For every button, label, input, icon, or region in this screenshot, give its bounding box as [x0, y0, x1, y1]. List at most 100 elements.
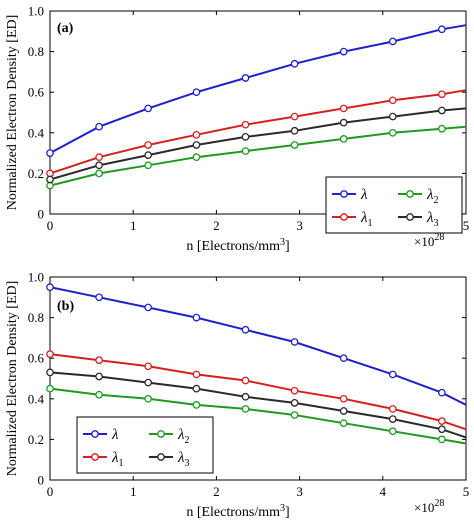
- data-point: [192, 370, 201, 379]
- series-line: [49, 371, 467, 439]
- data-point: [144, 362, 153, 371]
- series-lambda-2: [46, 384, 467, 445]
- data-point: [388, 415, 397, 423]
- x-tick-label: 0: [47, 484, 54, 499]
- series-line: [49, 387, 467, 445]
- legend-swatch-marker: [157, 453, 165, 461]
- data-point: [290, 112, 299, 121]
- data-point: [388, 370, 397, 379]
- series-lambda-3: [46, 106, 467, 184]
- legend-swatch-marker: [157, 430, 165, 438]
- x-tick-label: 3: [296, 218, 303, 233]
- legend-entry: λ2: [149, 427, 190, 446]
- legend-swatch-marker: [406, 213, 414, 221]
- legend-label: λ2: [426, 187, 439, 206]
- data-point: [241, 392, 250, 401]
- data-point: [388, 37, 397, 46]
- y-tick-label: 0: [38, 207, 45, 222]
- data-point: [388, 427, 397, 436]
- data-point: [241, 325, 250, 334]
- x-tick-label: 1: [130, 218, 137, 233]
- data-point: [95, 356, 103, 365]
- y-tick-label: 1.0: [28, 270, 44, 285]
- data-point: [438, 425, 446, 434]
- y-tick-label: 0.6: [28, 85, 45, 100]
- data-point: [46, 175, 54, 184]
- data-point: [144, 104, 153, 113]
- y-tick-label: 0.8: [28, 44, 44, 59]
- x-axis-label: n [Electrons/mm3]: [186, 503, 289, 520]
- data-point: [438, 124, 446, 133]
- y-axis-label: Normalized Electron Density [ED]: [5, 15, 20, 211]
- y-tick-label: 0.2: [28, 166, 44, 181]
- series-line: [49, 89, 467, 175]
- x-multiplier: ×1028: [414, 232, 444, 249]
- data-point: [241, 74, 250, 82]
- series-lambda-1: [46, 89, 467, 178]
- data-point: [339, 135, 348, 143]
- data-point: [339, 47, 348, 56]
- legend-entry: λ2: [398, 187, 439, 206]
- series-lambda-3: [46, 368, 467, 439]
- legend-label: λ2: [177, 427, 190, 446]
- x-tick-label: 3: [296, 484, 303, 499]
- data-point: [438, 417, 446, 425]
- data-point: [95, 293, 103, 302]
- data-point: [438, 90, 446, 99]
- data-point: [192, 130, 201, 139]
- data-point: [388, 128, 397, 137]
- series-line: [49, 353, 467, 431]
- legend-entry: λ3: [149, 450, 190, 469]
- data-point: [192, 313, 201, 322]
- legend-entry: λ: [332, 187, 368, 203]
- legend-box: [76, 416, 214, 474]
- x-tick-label: 1: [130, 484, 137, 499]
- y-axis-label: Normalized Electron Density [ED]: [5, 281, 20, 477]
- series-lambda-2: [46, 124, 467, 190]
- data-point: [339, 118, 348, 127]
- legend-swatch-marker: [406, 190, 414, 198]
- legend-label: λ1: [111, 450, 124, 469]
- data-point: [144, 151, 153, 159]
- data-point: [144, 378, 153, 387]
- data-point: [144, 303, 153, 312]
- data-point: [46, 384, 54, 393]
- panel-label: (b): [57, 299, 74, 314]
- data-point: [46, 368, 54, 377]
- data-point: [339, 394, 348, 403]
- data-point: [290, 386, 299, 395]
- data-point: [46, 169, 54, 178]
- y-tick-label: 0.4: [28, 125, 45, 140]
- legend-swatch-marker: [91, 430, 99, 438]
- x-tick-label: 4: [380, 484, 387, 499]
- data-point: [290, 59, 299, 68]
- data-point: [192, 384, 201, 393]
- legend-label: λ: [111, 427, 119, 443]
- data-point: [290, 411, 299, 419]
- legend-entry: λ3: [398, 210, 439, 229]
- legend-swatch-marker: [340, 190, 348, 198]
- data-point: [290, 338, 299, 346]
- data-point: [46, 283, 54, 291]
- data-point: [241, 147, 250, 155]
- legend-label: λ3: [426, 210, 439, 229]
- x-tick-label: 2: [213, 218, 220, 233]
- legend: λ λ2 λ1 λ3: [76, 416, 214, 474]
- legend-entry: λ1: [83, 450, 124, 469]
- data-point: [438, 388, 446, 397]
- legend-box: [325, 176, 463, 234]
- data-point: [290, 141, 299, 149]
- x-axis-label: n [Electrons/mm3]: [186, 237, 289, 254]
- data-point: [339, 354, 348, 363]
- x-tick-label: 0: [47, 218, 54, 233]
- data-point: [438, 25, 446, 34]
- y-tick-label: 0: [38, 473, 45, 488]
- panel-label: (a): [57, 21, 74, 36]
- x-tick-label: 2: [213, 484, 220, 499]
- series-lambda-1: [46, 350, 467, 431]
- legend-swatch-marker: [340, 213, 348, 221]
- series-lambda: [46, 283, 467, 406]
- data-point: [241, 133, 250, 141]
